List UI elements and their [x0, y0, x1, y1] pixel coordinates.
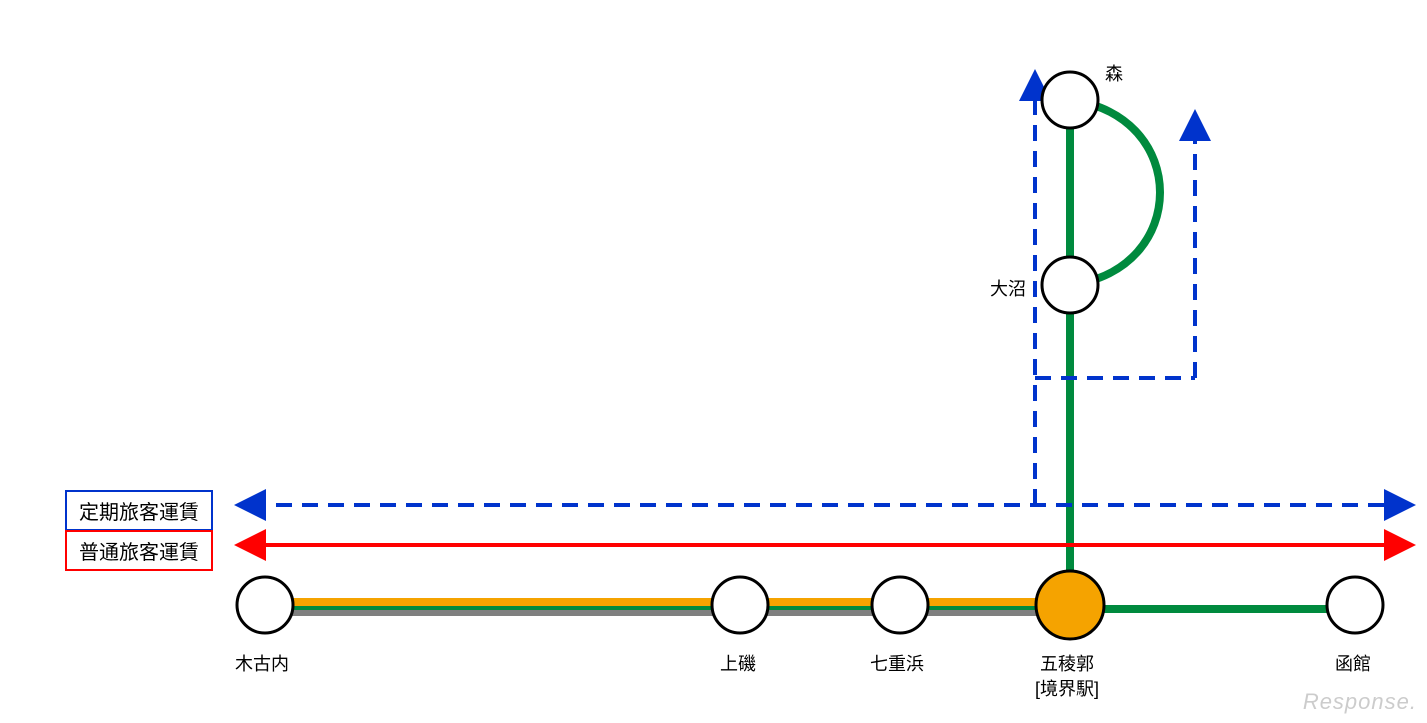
label-onuma: 大沼 — [990, 275, 1026, 301]
diagram-canvas: 定期旅客運賃 普通旅客運賃 木古内 上磯 七重浜 五稜郭 [境界駅] 函館 大沼… — [0, 0, 1427, 723]
track-green-bypass — [1070, 100, 1160, 285]
label-mori: 森 — [1105, 60, 1123, 86]
label-hakodate: 函館 — [1335, 650, 1371, 676]
label-kamiiso: 上磯 — [720, 650, 756, 676]
station-nanaehama — [872, 577, 928, 633]
watermark: Response. — [1303, 689, 1417, 715]
station-onuma — [1042, 257, 1098, 313]
station-kikonai — [237, 577, 293, 633]
legend-teiki: 定期旅客運賃 — [65, 490, 213, 531]
label-goryokaku-sub: [境界駅] — [1035, 675, 1099, 701]
legend-futsu: 普通旅客運賃 — [65, 530, 213, 571]
station-mori — [1042, 72, 1098, 128]
label-nanaehama: 七重浜 — [870, 650, 924, 676]
station-kamiiso — [712, 577, 768, 633]
label-kikonai: 木古内 — [235, 650, 289, 676]
label-goryokaku: 五稜郭 — [1040, 650, 1094, 676]
diagram-svg — [0, 0, 1427, 723]
station-hakodate — [1327, 577, 1383, 633]
station-goryokaku — [1036, 571, 1104, 639]
